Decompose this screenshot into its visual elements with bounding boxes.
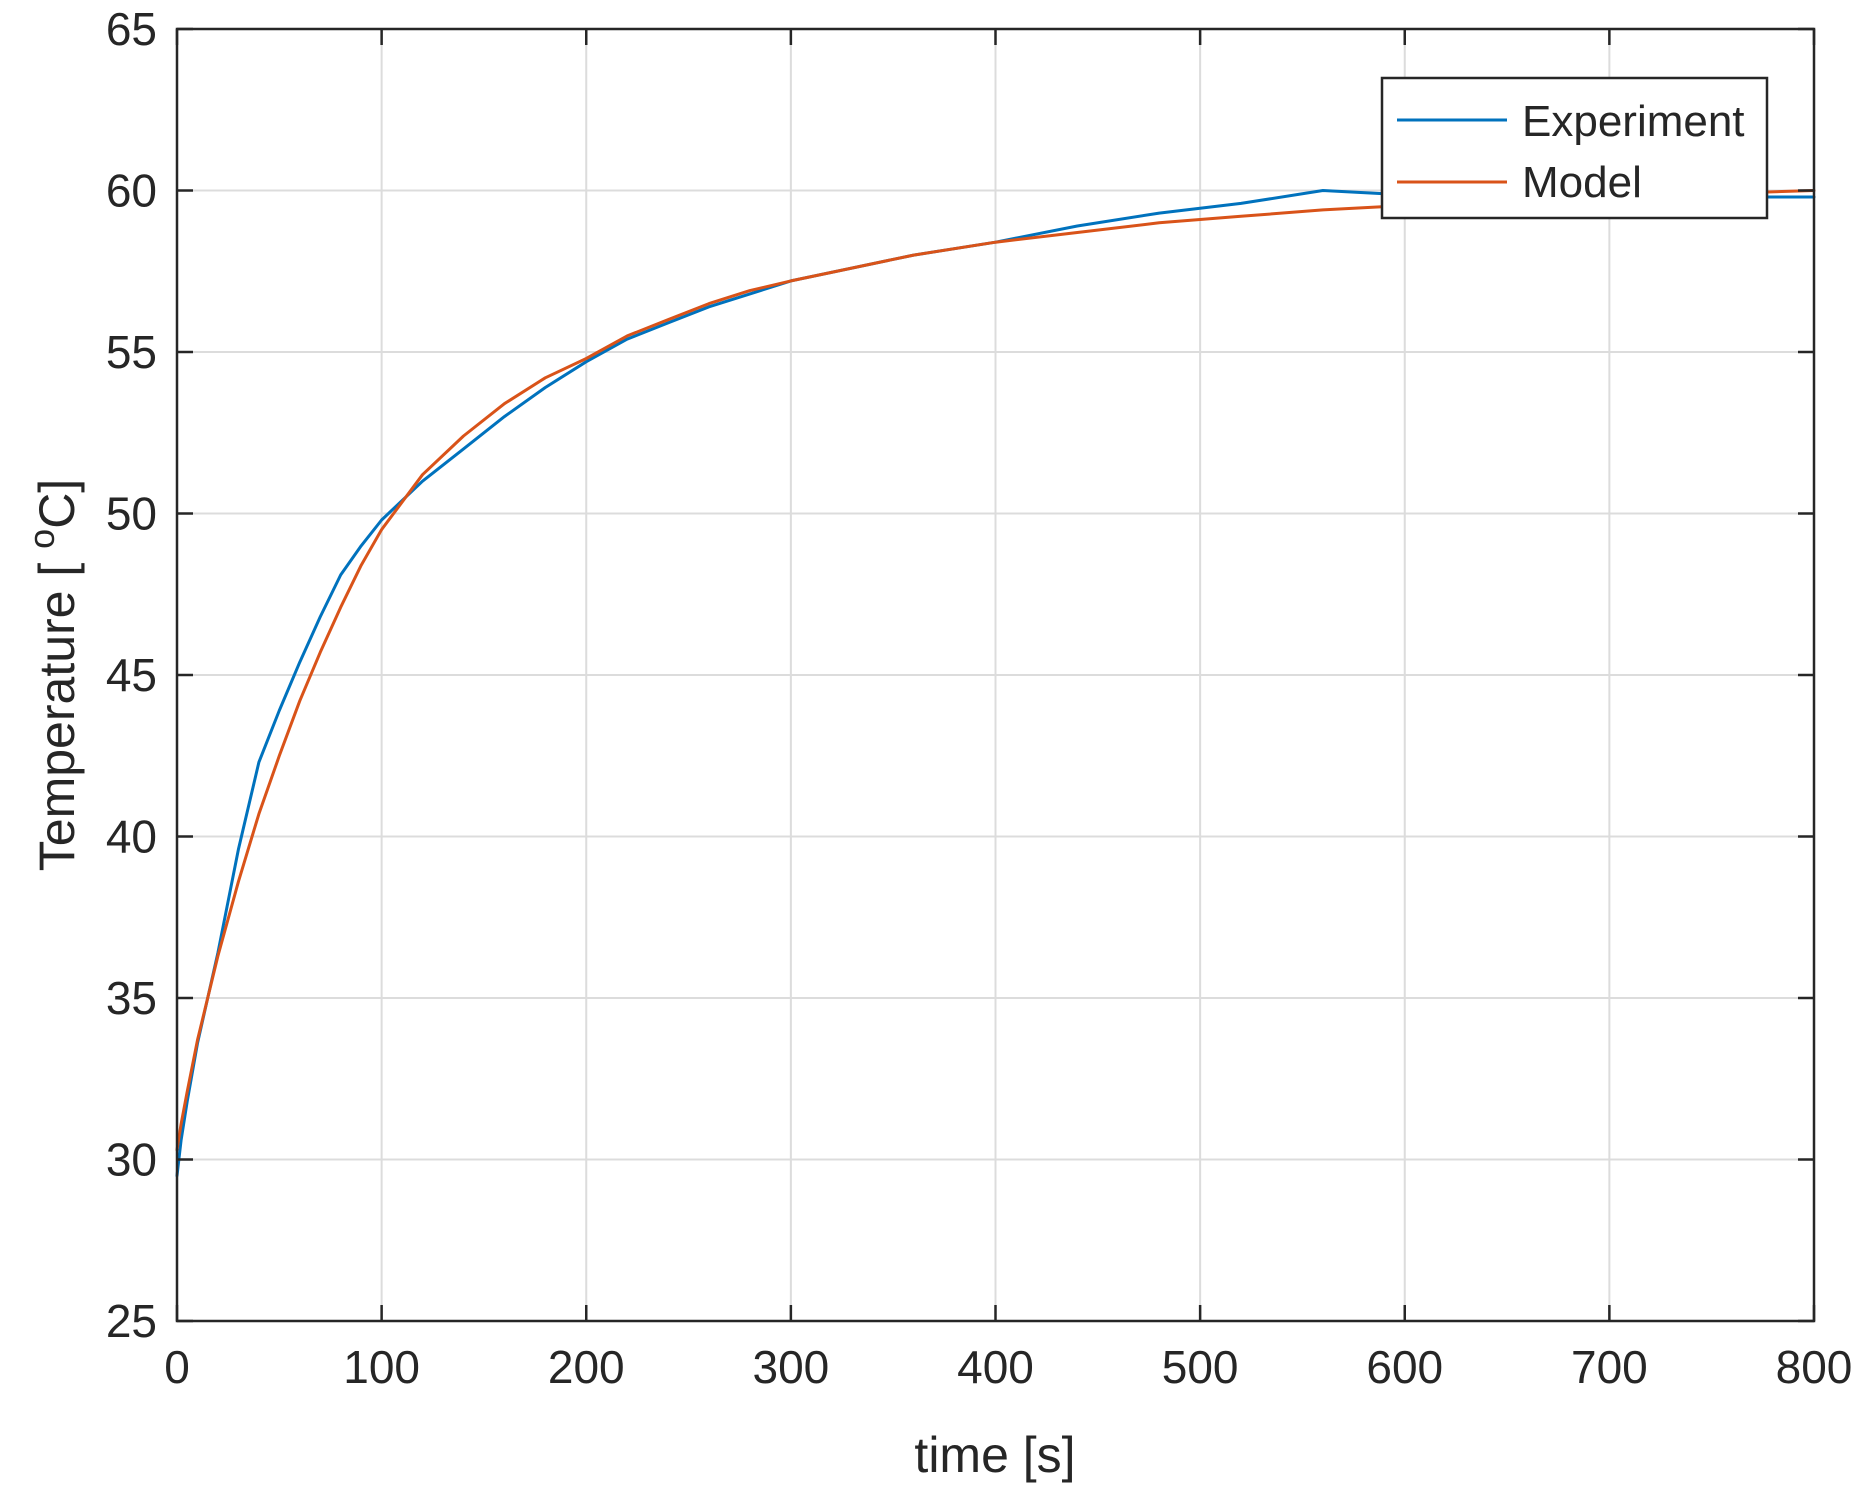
- y-axis-title-unit: C]: [29, 479, 85, 529]
- x-axis-title: time [s]: [914, 1427, 1075, 1483]
- y-tick-label: 55: [106, 326, 157, 378]
- y-tick-label: 65: [106, 3, 157, 55]
- axis-ticks: [175, 27, 1816, 1323]
- y-tick-label: 35: [106, 972, 157, 1024]
- legend-box: [1380, 76, 1769, 220]
- x-tick-label: 400: [957, 1341, 1034, 1393]
- y-axis-title-degree: o: [21, 529, 62, 549]
- x-tick-label: 800: [1776, 1341, 1853, 1393]
- y-tick-label: 45: [106, 649, 157, 701]
- y-tick-label: 30: [106, 1134, 157, 1186]
- series-lines: [175, 189, 1816, 1178]
- x-tick-label: 0: [164, 1341, 190, 1393]
- y-tick-label: 60: [106, 165, 157, 217]
- x-tick-label: 300: [753, 1341, 830, 1393]
- x-tick-label: 100: [343, 1341, 420, 1393]
- legend-label-model: Model: [1522, 158, 1642, 207]
- legend: Experiment Model: [1380, 76, 1769, 220]
- x-tick-label: 200: [548, 1341, 625, 1393]
- x-tick-label: 500: [1162, 1341, 1239, 1393]
- x-tick-label: 600: [1366, 1341, 1443, 1393]
- y-tick-label: 50: [106, 488, 157, 540]
- series-line-model: [175, 189, 1816, 1152]
- x-tick-labels: 0 100 200 300 400 500 600 700 800: [164, 1341, 1852, 1393]
- y-tick-label: 25: [106, 1295, 157, 1347]
- y-tick-label: 40: [106, 811, 157, 863]
- y-tick-labels: 25 30 35 40 45 50 55 60 65: [106, 3, 157, 1347]
- y-axis-title: Temperature [ oC]: [21, 479, 85, 871]
- series-line-experiment: [175, 189, 1816, 1178]
- legend-label-experiment: Experiment: [1522, 97, 1745, 146]
- y-axis-title-main: Temperature [: [29, 549, 85, 871]
- x-tick-label: 700: [1571, 1341, 1648, 1393]
